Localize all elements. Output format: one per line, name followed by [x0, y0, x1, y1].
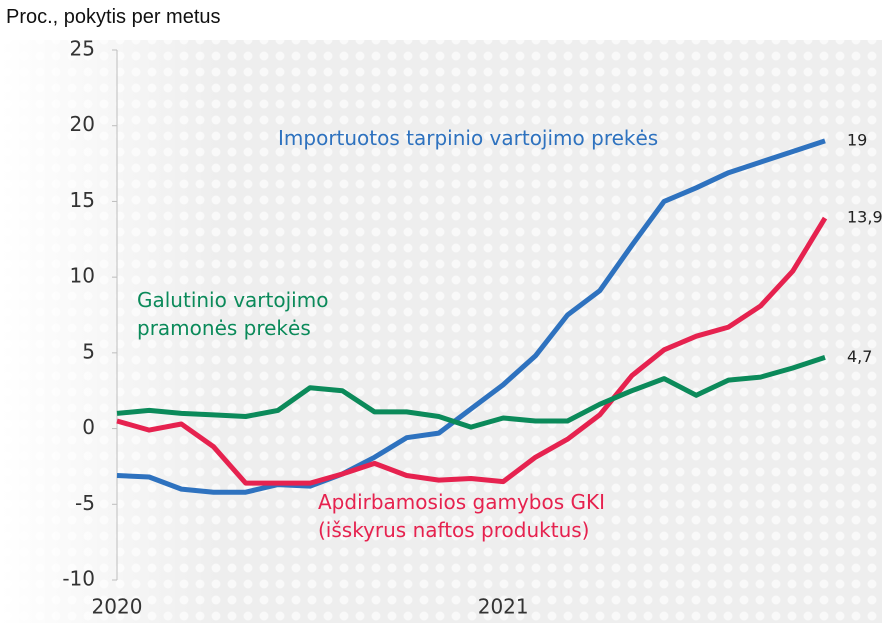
x-tick-label: 2020 — [92, 595, 143, 619]
y-tick-label: 20 — [70, 112, 95, 136]
y-tick-label: 10 — [70, 264, 95, 288]
end-value-label: 4,7 — [847, 347, 872, 366]
series-label: Galutinio vartojimo pramonės prekės — [137, 288, 329, 340]
y-tick-label: 5 — [82, 339, 95, 363]
y-axis-title: Proc., pokytis per metus — [6, 6, 221, 28]
end-value-label: 13,9 — [847, 208, 882, 227]
x-tick-label: 2021 — [478, 595, 529, 619]
series-label: Apdirbamosios gamybos GKI (išskyrus naft… — [318, 490, 606, 542]
series-line — [116, 138, 826, 495]
y-tick-label: 0 — [82, 415, 95, 439]
end-value-label: 19 — [847, 130, 867, 149]
y-tick-label: -10 — [62, 567, 95, 591]
background-fade — [0, 40, 882, 623]
series-line — [116, 216, 828, 486]
y-tick-label: -5 — [75, 491, 95, 515]
y-tick-label: 25 — [70, 37, 95, 61]
series-line — [116, 355, 826, 430]
series-label: Importuotos tarpinio vartojimo prekės — [278, 126, 659, 150]
y-tick-label: 15 — [70, 188, 95, 212]
